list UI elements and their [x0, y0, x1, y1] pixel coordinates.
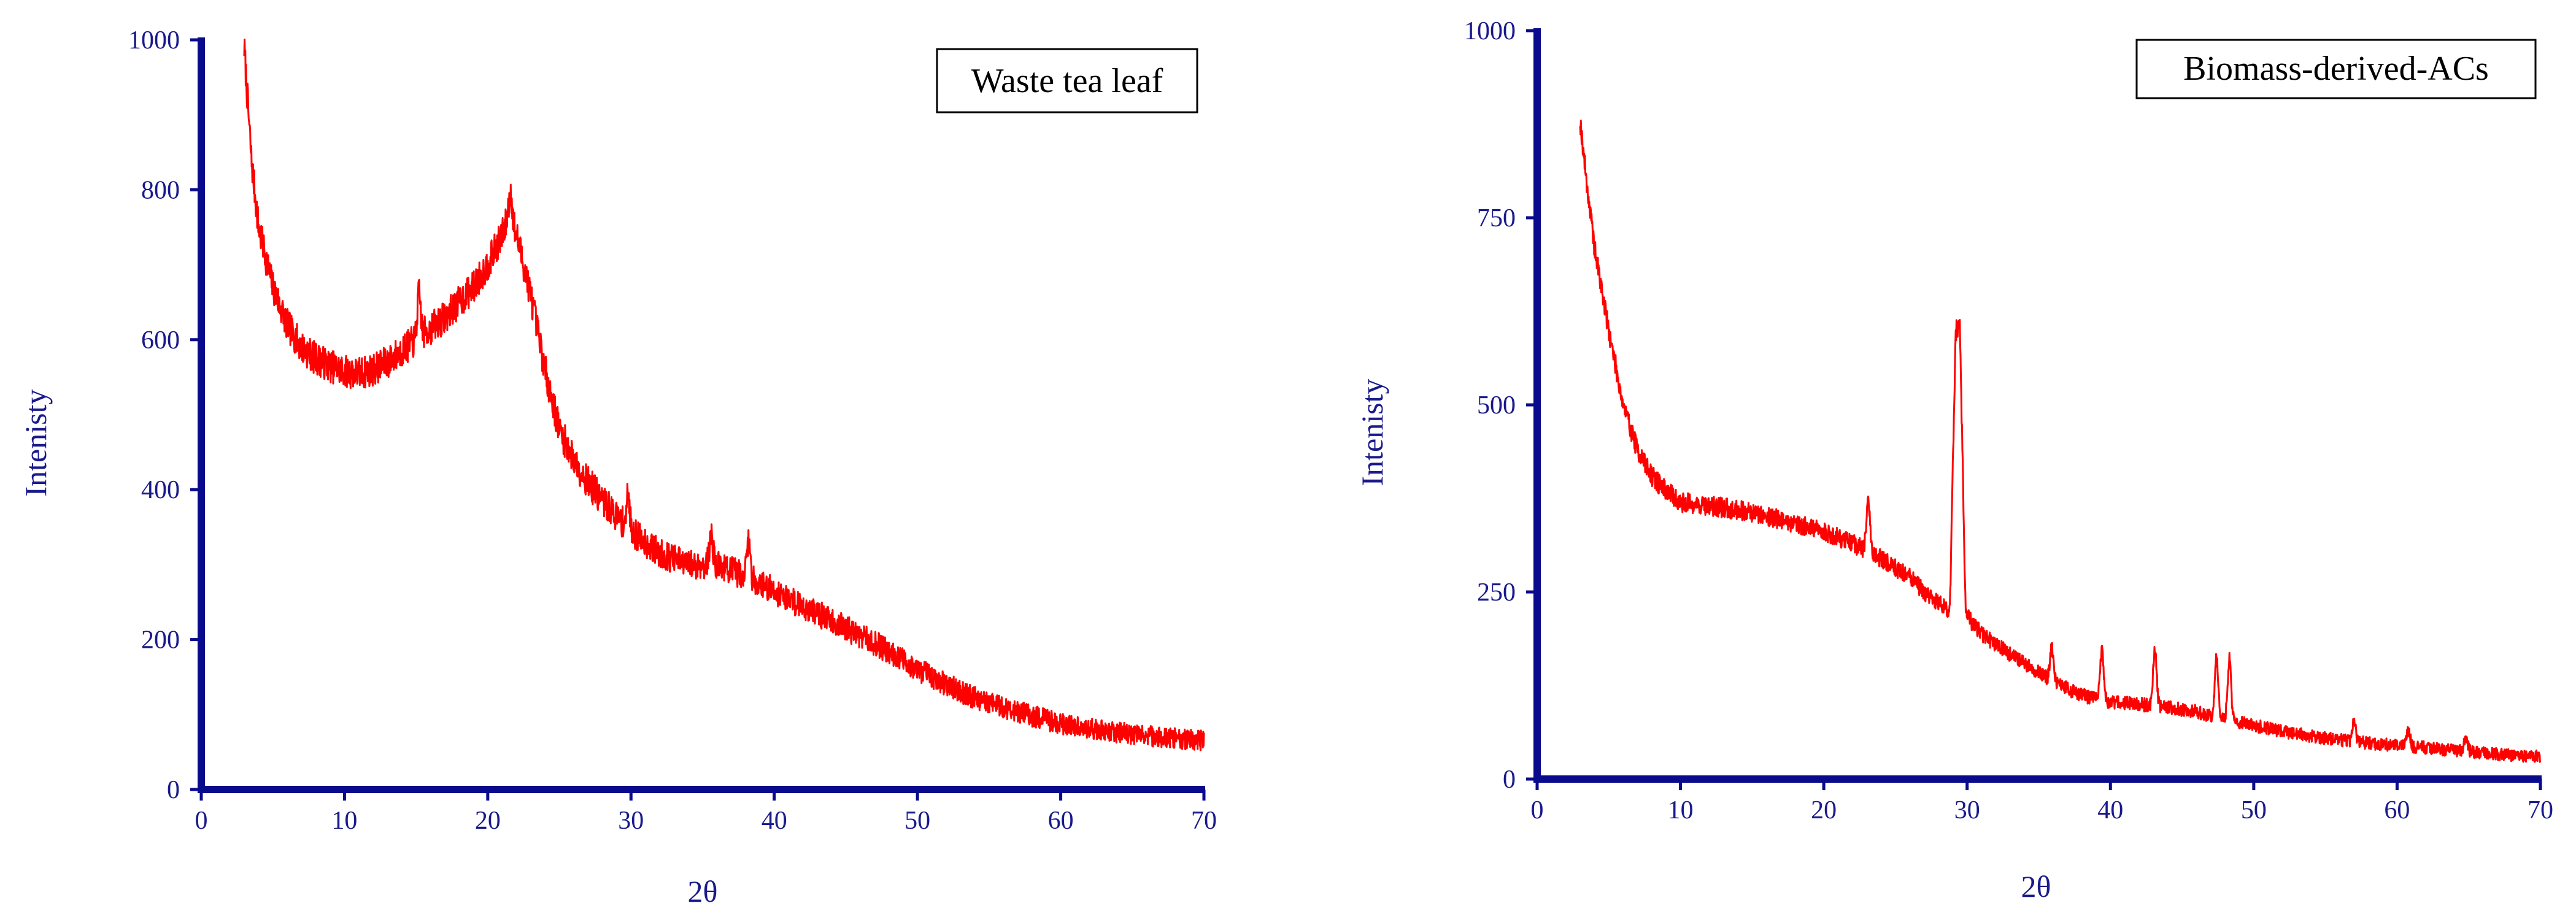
x-tick-label: 30	[618, 807, 644, 835]
ticks-group: 0 10 20 30 40 50 60 70 0 200 400 600 800 1000	[128, 26, 1217, 835]
x-tick-label: 50	[904, 807, 930, 835]
legend-label: Waste tea leaf	[971, 62, 1163, 100]
y-axis-title: Intenisty	[1355, 379, 1389, 486]
legend-label: Biomass-derived-ACs	[2183, 50, 2489, 88]
ticks-group: 0 10 20 30 40 50 60 70 0 250 500 750 1000	[1464, 17, 2553, 824]
x-tick-label: 10	[1668, 796, 1694, 824]
x-tick-label: 70	[2528, 796, 2553, 824]
y-tick-label: 0	[1503, 766, 1516, 794]
x-tick-label: 40	[762, 807, 787, 835]
y-tick-label: 750	[1477, 204, 1516, 232]
y-tick-label: 1000	[128, 26, 180, 55]
x-tick-label: 60	[1048, 807, 1074, 835]
y-tick-label: 1000	[1464, 17, 1516, 45]
x-tick-label: 0	[1531, 796, 1544, 824]
series-line	[243, 38, 1205, 751]
y-tick-label: 400	[141, 476, 180, 504]
series-line-group	[1579, 120, 2542, 763]
y-tick-label: 800	[141, 176, 180, 204]
x-tick-label: 40	[2097, 796, 2123, 824]
x-tick-label: 30	[1954, 796, 1980, 824]
series-line-group	[243, 38, 1205, 751]
x-tick-label: 20	[1811, 796, 1837, 824]
x-tick-label: 50	[2241, 796, 2267, 824]
x-tick-label: 70	[1191, 807, 1217, 835]
y-tick-label: 600	[141, 326, 180, 355]
legend-box: Biomass-derived-ACs	[2135, 39, 2537, 99]
chart-panel-biomass-derived-acs: 0 10 20 30 40 50 60 70 0 250 500 750 1000 2θ Intenis…	[1355, 17, 2553, 904]
x-axis-title: 2θ	[2021, 869, 2051, 904]
x-axis-title: 2θ	[688, 874, 718, 909]
x-tick-label: 60	[2384, 796, 2410, 824]
series-line	[1579, 120, 2542, 763]
chart-panel-waste-tea-leaf: 0 10 20 30 40 50 60 70 0 200 400 600 800 1000 2θ Inte…	[18, 26, 1217, 909]
x-tick-label: 0	[195, 807, 208, 835]
legend-box: Waste tea leaf	[936, 48, 1198, 113]
x-tick-label: 10	[331, 807, 357, 835]
y-axis-title: Intenisty	[18, 390, 53, 497]
x-tick-label: 20	[475, 807, 501, 835]
y-tick-label: 200	[141, 626, 180, 655]
y-tick-label: 250	[1477, 578, 1516, 607]
y-tick-label: 0	[167, 776, 180, 804]
legend-frame	[2135, 39, 2537, 99]
legend-frame	[936, 48, 1198, 113]
y-tick-label: 500	[1477, 391, 1516, 420]
axes-group	[198, 37, 1205, 793]
